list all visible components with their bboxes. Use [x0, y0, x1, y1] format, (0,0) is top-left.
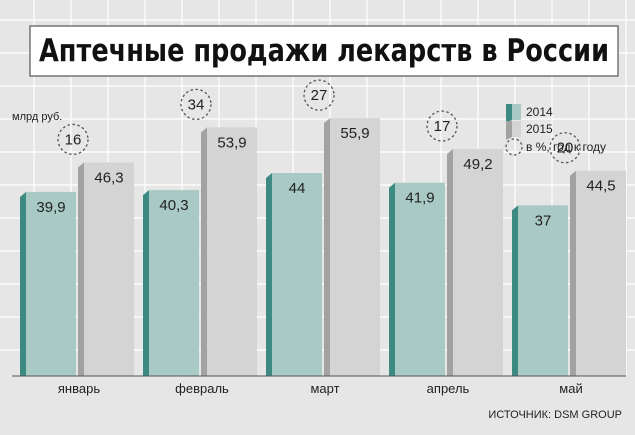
bar-side-2015-май	[570, 170, 576, 376]
bar-2015-март	[330, 118, 380, 377]
value-label-2014-май: 37	[535, 212, 552, 229]
value-label-2015-май: 44,5	[586, 178, 615, 195]
bar-side-2014-февраль	[143, 190, 149, 376]
legend-swatch-2014	[512, 104, 521, 120]
yoy-circle-апрель	[426, 110, 458, 142]
bar-2014-март	[272, 173, 322, 376]
value-label-2015-март: 55,9	[340, 125, 369, 142]
bar-2014-январь	[26, 191, 76, 376]
legend: 2014 2015 в %, год к году	[505, 104, 606, 156]
bar-2015-февраль	[207, 127, 257, 376]
bar-side-2014-апрель	[389, 182, 395, 376]
yoy-label-февраль: 34	[188, 96, 205, 113]
legend-label-yoy: в %, год к году	[526, 140, 606, 154]
value-label-2014-апрель: 41,9	[405, 190, 434, 207]
bar-side-2014-март	[266, 173, 272, 376]
bar-side-2015-март	[324, 118, 330, 377]
value-label-2015-февраль: 53,9	[217, 134, 246, 151]
bar-2015-январь	[84, 162, 134, 376]
labels-layer: 39,9 46,3 16 январь 40,3 53,9 34 февраль 44 55,9 2…	[36, 79, 616, 396]
bar-side-2014-январь	[20, 191, 26, 376]
bar-side-2015-январь	[78, 162, 84, 376]
yoy-circle-январь	[57, 123, 89, 156]
category-label-январь: январь	[58, 381, 100, 396]
title-box: Аптечные продажи лекарств в России	[29, 25, 619, 77]
yoy-label-апрель: 17	[434, 118, 451, 135]
y-axis-unit-label: млрд руб.	[12, 111, 62, 123]
bar-2015-апрель	[453, 149, 503, 376]
category-label-апрель: апрель	[427, 381, 470, 396]
yoy-circle-февраль	[180, 88, 212, 121]
bar-side-2015-февраль	[201, 127, 207, 376]
yoy-label-март: 27	[311, 87, 328, 104]
value-label-2014-февраль: 40,3	[159, 197, 188, 214]
bar-side-2014-май	[512, 205, 518, 376]
legend-swatch-2015	[512, 121, 521, 137]
bar-2014-апрель	[395, 182, 445, 376]
legend-swatch-2014-side	[506, 104, 512, 123]
yoy-circle-май	[549, 132, 581, 164]
legend-label-2014: 2014	[526, 105, 553, 119]
bar-2014-май	[518, 205, 568, 376]
legend-swatch-yoy	[505, 138, 523, 156]
bar-2014-февраль	[149, 190, 199, 376]
bar-2015-май	[576, 170, 626, 376]
chart-title: Аптечные продажи лекарств в России	[39, 33, 609, 69]
bars-layer	[20, 118, 626, 377]
yoy-label-январь: 16	[65, 131, 82, 148]
category-label-май: май	[559, 381, 582, 396]
legend-item-2014: 2014	[506, 104, 553, 123]
title-frame	[29, 25, 619, 77]
value-label-2015-январь: 46,3	[94, 169, 123, 186]
source-note: ИСТОЧНИК: DSM GROUP	[488, 409, 622, 421]
category-label-март: март	[310, 381, 339, 396]
yoy-circle-март	[303, 79, 335, 111]
legend-item-yoy: в %, год к году	[505, 138, 606, 156]
value-label-2015-апрель: 49,2	[463, 156, 492, 173]
yoy-label-май: 20	[557, 140, 574, 157]
value-label-2014-январь: 39,9	[36, 199, 65, 216]
bar-side-2015-апрель	[447, 149, 453, 376]
value-label-2014-март: 44	[289, 180, 306, 197]
legend-swatch-2015-side	[506, 121, 512, 140]
legend-label-2015: 2015	[526, 122, 553, 136]
legend-item-2015: 2015	[506, 121, 553, 140]
category-label-февраль: февраль	[175, 381, 229, 396]
